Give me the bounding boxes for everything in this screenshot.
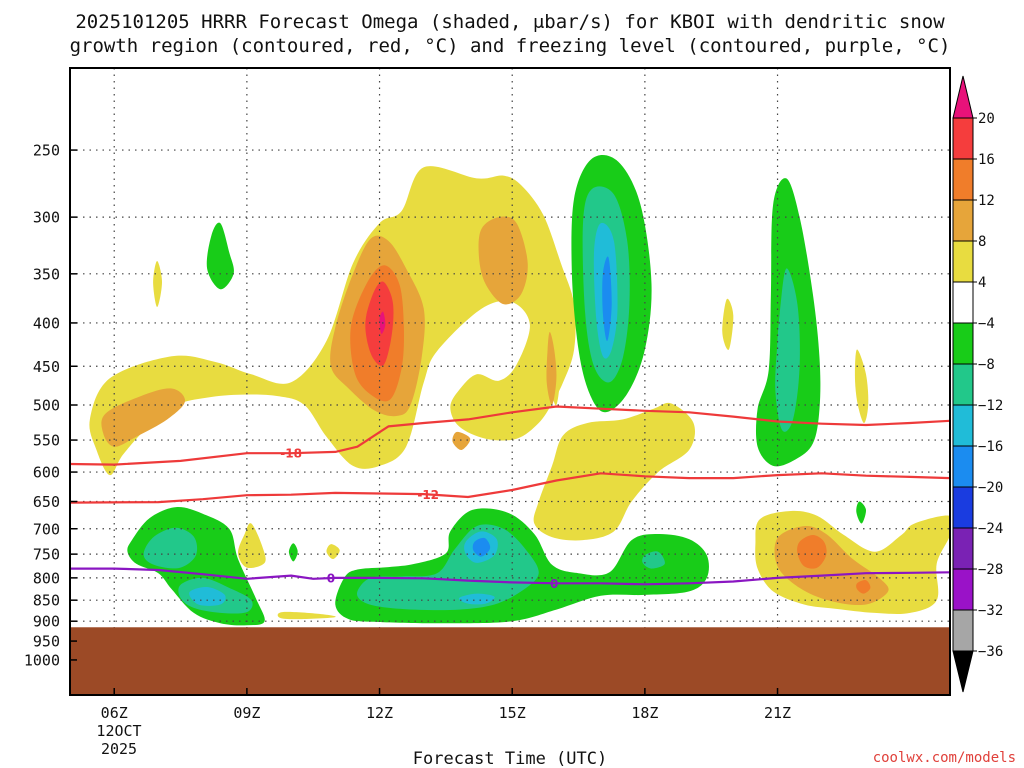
y-tick-label: 900 xyxy=(33,613,60,631)
date-label-day: 12OCT xyxy=(96,722,141,740)
colorbar-label: −16 xyxy=(978,439,1003,455)
chart-title-line2: growth region (contoured, red, °C) and f… xyxy=(70,35,951,57)
y-tick-label: 750 xyxy=(33,546,60,564)
omega-region-positive xyxy=(856,580,871,594)
y-tick-label: 550 xyxy=(33,432,60,450)
isotherm-label: -18 xyxy=(280,447,302,461)
omega-region-negative xyxy=(602,256,612,342)
y-tick-label: 450 xyxy=(33,358,60,376)
isotherm-contour-labels: -18 -12 0 0 xyxy=(280,447,558,591)
colorbar-label: 8 xyxy=(978,234,986,250)
terrain-fill xyxy=(70,627,950,695)
colorbar-swatch xyxy=(952,404,974,447)
colorbar-label: −4 xyxy=(978,316,995,332)
colorbar: 20 16 12 8 4 −4 −8 −12 −16 −20 −24 −28 −32 −36 xyxy=(952,75,1003,693)
colorbar-swatch xyxy=(952,322,974,365)
x-tick-label: 12Z xyxy=(366,704,393,722)
colorbar-label: 16 xyxy=(978,152,995,168)
omega-region-positive xyxy=(722,298,734,350)
colorbar-swatch xyxy=(952,199,974,242)
x-tick-label: 09Z xyxy=(233,704,260,722)
colorbar-label: −12 xyxy=(978,398,1003,414)
isotherm-contours xyxy=(70,405,950,586)
omega-region-positive xyxy=(533,402,696,541)
y-tick-label: 800 xyxy=(33,569,60,587)
y-tick-label: 700 xyxy=(33,520,60,538)
omega-region-positive xyxy=(277,611,336,620)
omega-region-positive xyxy=(89,166,576,476)
omega-region-negative xyxy=(642,551,665,569)
y-tick-label: 500 xyxy=(33,397,60,415)
omega-region-negative xyxy=(288,543,298,562)
y-tick-label: 300 xyxy=(33,209,60,227)
colorbar-label: −36 xyxy=(978,644,1003,660)
colorbar-swatch xyxy=(952,240,974,283)
colorbar-label: −8 xyxy=(978,357,995,373)
omega-shading xyxy=(89,154,950,626)
colorbar-label: 4 xyxy=(978,275,986,291)
colorbar-swatch xyxy=(952,281,974,324)
y-tick-label: 600 xyxy=(33,464,60,482)
colorbar-label: −32 xyxy=(978,603,1003,619)
y-tick-label: 1000 xyxy=(24,651,60,669)
colorbar-swatch xyxy=(952,568,974,611)
omega-region-positive xyxy=(326,544,340,560)
y-tick-label: 650 xyxy=(33,493,60,511)
x-axis-label: Forecast Time (UTC) xyxy=(413,749,607,768)
x-tick-label: 15Z xyxy=(499,704,526,722)
colorbar-label: −20 xyxy=(978,480,1003,496)
y-tick-label: 400 xyxy=(33,314,60,332)
omega-region-negative xyxy=(856,501,867,524)
omega-region-positive xyxy=(546,332,557,406)
colorbar-bottom-arrow xyxy=(952,650,974,693)
omega-region-positive xyxy=(365,281,394,366)
omega-region-negative xyxy=(472,537,491,557)
omega-region-positive xyxy=(854,349,869,424)
x-tick-label: 21Z xyxy=(764,704,791,722)
x-tick-label: 18Z xyxy=(631,704,658,722)
isotherm-label: -12 xyxy=(417,488,439,502)
omega-region-positive xyxy=(478,216,528,305)
y-axis-ticks: 250 300 350 400 450 500 550 600 650 700 750 800 850 9… xyxy=(24,142,77,669)
colorbar-swatch xyxy=(952,445,974,488)
colorbar-label: 12 xyxy=(978,193,995,209)
date-label-year: 2025 xyxy=(101,740,137,758)
y-tick-label: 850 xyxy=(33,592,60,610)
omega-region-positive xyxy=(452,431,471,451)
chart-title-line1: 2025101205 HRRR Forecast Omega (shaded, … xyxy=(75,11,945,33)
grid-lines xyxy=(70,68,950,695)
colorbar-swatch xyxy=(952,486,974,529)
colorbar-swatch xyxy=(952,527,974,570)
omega-region-negative xyxy=(206,222,234,290)
credit-text: coolwx.com/models xyxy=(873,750,1016,766)
omega-region-positive xyxy=(237,523,266,569)
colorbar-label: 20 xyxy=(978,111,995,127)
omega-region-positive xyxy=(153,261,162,307)
colorbar-label: −24 xyxy=(978,521,1003,537)
omega-region-negative xyxy=(775,268,800,432)
omega-region-negative xyxy=(143,527,198,569)
y-tick-label: 250 xyxy=(33,142,60,160)
colorbar-label: −28 xyxy=(978,562,1003,578)
isotherm-line-minus12 xyxy=(70,472,950,504)
isotherm-label: 0 xyxy=(550,577,558,591)
omega-region-negative xyxy=(189,586,226,606)
y-tick-label: 950 xyxy=(33,633,60,651)
plot-frame xyxy=(69,67,951,696)
isotherm-label: 0 xyxy=(327,571,335,585)
colorbar-top-arrow xyxy=(952,75,974,119)
colorbar-swatch xyxy=(952,609,974,652)
isotherm-line-minus18 xyxy=(70,405,950,466)
colorbar-swatch xyxy=(952,117,974,160)
y-tick-label: 350 xyxy=(33,265,60,283)
omega-region-negative xyxy=(458,593,495,605)
colorbar-swatch xyxy=(952,158,974,201)
x-axis-ticks: 06Z 09Z 12Z 15Z 18Z 21Z xyxy=(101,688,791,722)
omega-region-positive xyxy=(797,535,827,569)
colorbar-swatch xyxy=(952,363,974,406)
x-tick-label: 06Z xyxy=(101,704,128,722)
omega-region-positive xyxy=(101,388,186,447)
isotherm-line-0 xyxy=(70,567,950,586)
